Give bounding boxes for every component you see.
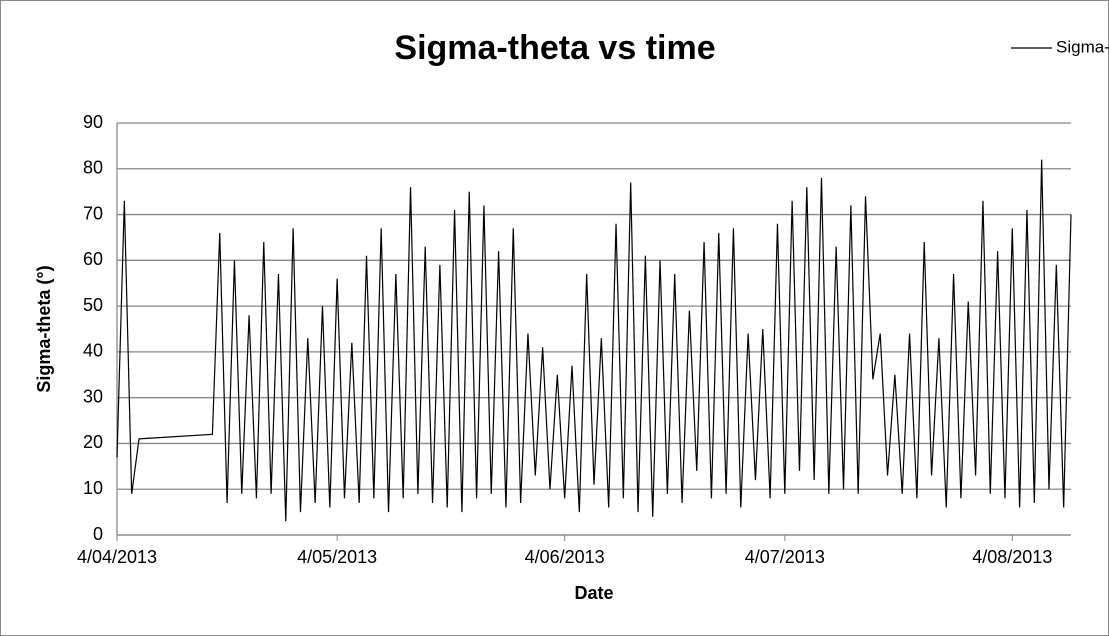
x-tick-label: 4/05/2013 [297,547,377,567]
legend-label: Sigma-theta [1056,37,1109,56]
x-tick-label: 4/06/2013 [525,547,605,567]
y-tick-label: 90 [83,112,103,132]
y-tick-label: 10 [83,478,103,498]
data-line [116,159,1072,522]
y-axis-title: Sigma-theta (°) [34,265,54,392]
y-tick-label: 40 [83,341,103,361]
chart-title: Sigma-theta vs time [394,29,715,67]
y-tick-label: 50 [83,295,103,315]
y-tick-label: 80 [83,158,103,178]
y-tick-label: 0 [93,524,103,544]
x-tick-label: 4/08/2013 [972,547,1052,567]
y-tick-label: 30 [83,386,103,406]
x-tick-label: 4/07/2013 [745,547,825,567]
x-tick-label: 4/04/2013 [77,547,157,567]
y-tick-label: 70 [83,203,103,223]
y-tick-label: 20 [83,432,103,452]
x-axis-title: Date [574,583,613,603]
y-tick-label: 60 [83,249,103,269]
